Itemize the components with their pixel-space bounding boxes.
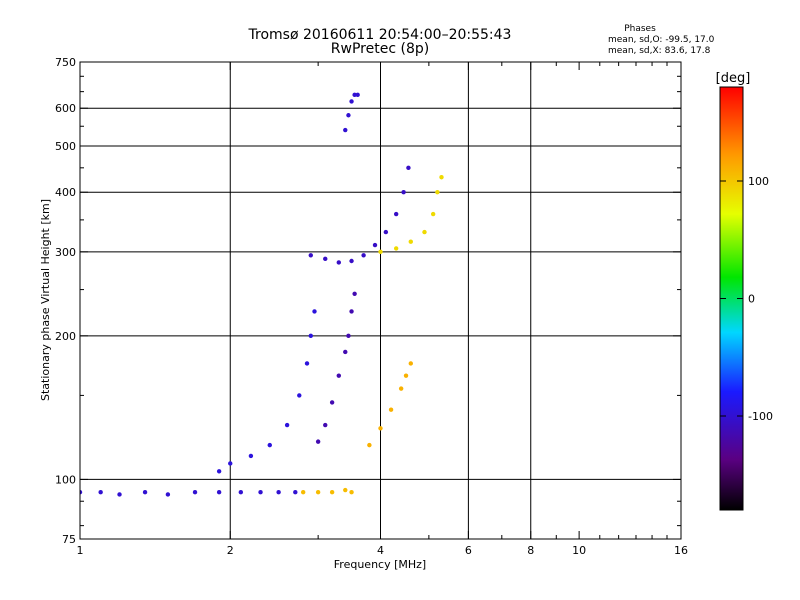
echo-point — [315, 490, 321, 495]
echo-point — [383, 229, 389, 235]
echo-point — [361, 253, 366, 258]
y-tick-label: 400 — [55, 186, 76, 199]
echo-point — [343, 349, 348, 355]
echo-point — [258, 490, 263, 495]
y-tick-label: 750 — [55, 56, 76, 69]
echo-point — [297, 393, 302, 398]
echo-point — [216, 469, 222, 474]
colorbar-ticks: 100 0 -100 — [720, 175, 773, 423]
echo-point — [343, 127, 348, 133]
echo-point — [142, 490, 148, 495]
echo-point — [403, 373, 409, 378]
echo-point — [267, 442, 272, 448]
phases-heading: Phases — [624, 24, 656, 34]
chart-title: Tromsø 20160611 20:54:00–20:55:43 — [248, 27, 512, 43]
echo-point — [435, 190, 440, 195]
echo-point — [293, 490, 298, 495]
echo-point — [398, 386, 404, 391]
echo-point — [308, 253, 313, 258]
echo-point — [312, 309, 317, 314]
phases-x-stats: mean, sd,X: 83.6, 17.8 — [608, 46, 711, 56]
echo-point — [228, 461, 233, 466]
echo-point — [238, 490, 244, 495]
echo-point — [323, 256, 328, 262]
echo-point — [408, 361, 413, 366]
echo-point — [393, 246, 399, 251]
x-tick-label: 8 — [527, 544, 534, 557]
echo-point — [439, 175, 444, 180]
echo-point — [388, 407, 394, 412]
echo-point — [304, 361, 310, 366]
colorbar-label: [deg] — [716, 71, 751, 86]
echo-point — [329, 400, 335, 405]
echo-point — [349, 490, 354, 495]
echo-point — [165, 492, 171, 497]
echo-point — [80, 490, 83, 495]
echo-point — [422, 229, 427, 235]
echo-point — [343, 487, 348, 493]
y-tick-label: 300 — [55, 246, 76, 259]
echo-point — [372, 242, 378, 248]
colorbar-tick-label: 100 — [748, 175, 769, 188]
echo-point — [349, 99, 354, 104]
echo-point — [378, 426, 383, 431]
echo-point — [192, 490, 198, 495]
colorbar-tick-label: 0 — [748, 293, 755, 306]
echo-point — [349, 258, 354, 264]
x-tick-label: 1 — [77, 544, 84, 557]
echo-point — [352, 92, 357, 98]
echo-point — [401, 190, 406, 195]
x-tick-label: 6 — [465, 544, 472, 557]
colorbar-tick-label: -100 — [748, 410, 773, 423]
echo-point — [346, 333, 351, 339]
x-axis-ticks: 1 2 4 6 8 10 16 — [77, 62, 688, 557]
echo-point — [98, 490, 103, 495]
echo-point — [393, 211, 399, 217]
echo-point — [248, 453, 254, 459]
echo-point — [323, 422, 328, 428]
y-tick-label: 75 — [62, 533, 76, 546]
echo-point — [430, 211, 436, 217]
y-axis-ticks: 75 100 200 300 400 500 600 750 — [55, 56, 681, 546]
echo-point — [117, 492, 122, 497]
x-axis-label: Frequency [MHz] — [334, 558, 426, 571]
echo-point — [284, 422, 290, 428]
phases-o-stats: mean, sd,O: -99.5, 17.0 — [608, 35, 715, 45]
echo-point — [336, 260, 342, 265]
x-tick-label: 4 — [377, 544, 384, 557]
x-tick-label: 16 — [674, 544, 688, 557]
y-axis-label: Stationary phase Virtual Height [km] — [39, 199, 52, 401]
grid-lines — [80, 62, 681, 539]
echo-point — [336, 373, 342, 378]
echo-point — [300, 490, 306, 495]
chart-subtitle: RwPretec (8p) — [331, 41, 429, 57]
echo-point — [308, 333, 313, 339]
echo-point — [276, 490, 281, 495]
echo-point — [315, 439, 321, 444]
echo-point — [378, 249, 383, 255]
echo-point — [216, 490, 222, 495]
echo-point — [349, 309, 354, 314]
echo-point — [367, 442, 372, 448]
x-tick-label: 2 — [227, 544, 234, 557]
y-tick-label: 100 — [55, 473, 76, 486]
echo-point — [355, 92, 360, 98]
y-tick-label: 500 — [55, 140, 76, 153]
echo-point — [406, 165, 411, 171]
echo-point — [408, 239, 413, 244]
y-tick-label: 200 — [55, 330, 76, 343]
echo-point — [329, 490, 335, 495]
x-tick-label: 10 — [572, 544, 586, 557]
echo-point — [346, 113, 351, 118]
data-points — [80, 92, 444, 497]
echo-point — [352, 291, 357, 296]
y-tick-label: 600 — [55, 102, 76, 115]
